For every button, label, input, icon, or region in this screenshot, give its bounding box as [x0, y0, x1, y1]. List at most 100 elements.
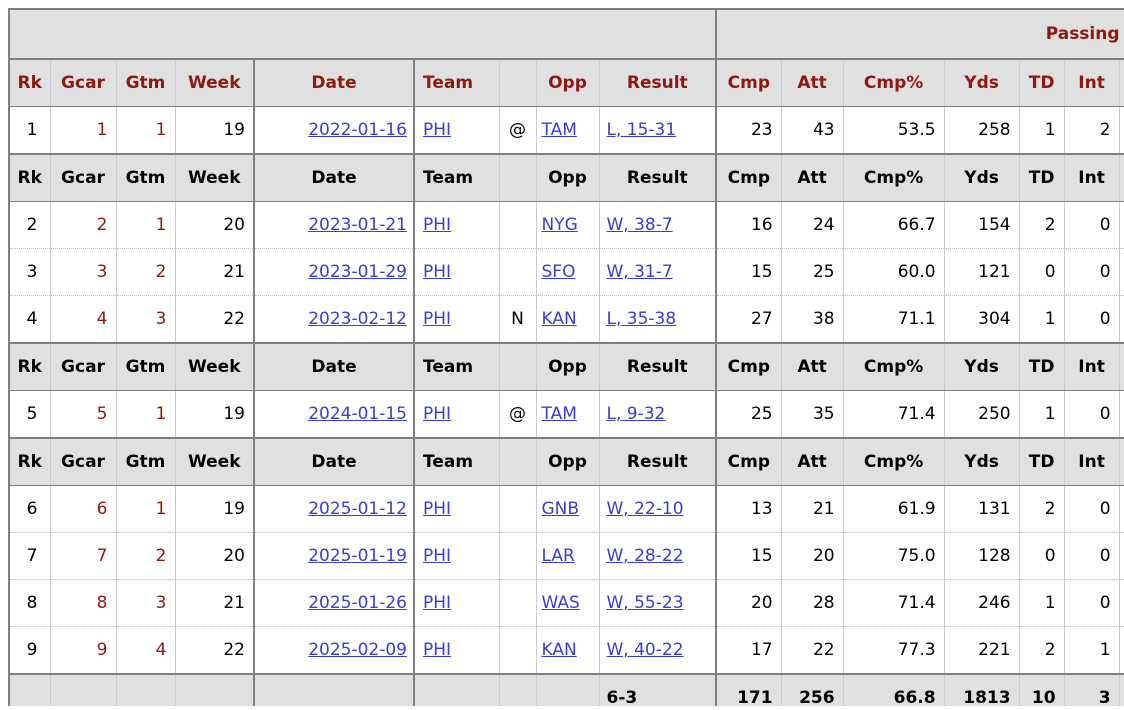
- opp-link[interactable]: SFO: [541, 262, 576, 282]
- opp-link[interactable]: WAS: [541, 593, 580, 613]
- col-header-team[interactable]: Team: [413, 58, 499, 107]
- cell-rk: 7: [8, 532, 50, 580]
- col-header-gtm: Gtm: [115, 342, 175, 391]
- col-header-gcar: Gcar: [49, 437, 116, 486]
- date-link[interactable]: 2022-01-16: [308, 120, 407, 140]
- col-header-loc[interactable]: [498, 58, 536, 107]
- result-link[interactable]: W, 22-10: [606, 499, 684, 519]
- result-link[interactable]: L, 9-32: [606, 404, 666, 424]
- result-link[interactable]: L, 35-38: [606, 309, 677, 329]
- team-link[interactable]: PHI: [423, 309, 452, 329]
- cell-cmp_pct: 71.1: [842, 295, 945, 343]
- result-link[interactable]: L, 15-31: [606, 120, 677, 140]
- opp-link[interactable]: NYG: [541, 215, 578, 235]
- cell-week: 20: [174, 532, 254, 580]
- cell-week: 21: [174, 579, 254, 627]
- cell-team: PHI: [413, 106, 499, 154]
- cell-att: 20: [780, 532, 844, 580]
- cell-date: 2023-01-21: [253, 201, 414, 249]
- team-link[interactable]: PHI: [423, 499, 452, 519]
- team-link[interactable]: PHI: [423, 404, 452, 424]
- team-link[interactable]: PHI: [423, 120, 452, 140]
- col-header-gtm[interactable]: Gtm: [115, 58, 175, 107]
- cell-int: 0: [1063, 390, 1120, 438]
- cell-gcar: 9: [49, 626, 116, 674]
- result-link[interactable]: W, 55-23: [606, 593, 684, 613]
- col-header-int[interactable]: Int: [1063, 58, 1120, 107]
- col-header-result[interactable]: Result: [598, 58, 717, 107]
- cell-gtm: 3: [115, 295, 175, 343]
- col-header-int: Int: [1063, 437, 1120, 486]
- col-header-loc: [498, 153, 536, 202]
- cell-team: PHI: [413, 390, 499, 438]
- date-link[interactable]: 2023-01-21: [308, 215, 407, 235]
- team-link[interactable]: PHI: [423, 215, 452, 235]
- col-header-opp[interactable]: Opp: [535, 58, 599, 107]
- col-header-rk[interactable]: Rk: [8, 58, 50, 107]
- date-link[interactable]: 2025-01-12: [308, 499, 407, 519]
- cell-date: 2025-01-26: [253, 579, 414, 627]
- cell-loc: [498, 626, 536, 674]
- cell-rk: 9: [8, 626, 50, 674]
- date-link[interactable]: 2023-02-12: [308, 309, 407, 329]
- cell-int: 0: [1063, 295, 1120, 343]
- result-link[interactable]: W, 38-7: [606, 215, 673, 235]
- result-link[interactable]: W, 28-22: [606, 546, 684, 566]
- col-header-date: Date: [253, 153, 414, 202]
- opp-link[interactable]: TAM: [541, 404, 577, 424]
- cell-cmp_pct: 71.4: [842, 390, 945, 438]
- cell-date: 2025-01-12: [253, 485, 414, 533]
- team-link[interactable]: PHI: [423, 546, 452, 566]
- cell-int: 0: [1063, 201, 1120, 249]
- date-link[interactable]: 2025-01-26: [308, 593, 407, 613]
- cell-gtm: 1: [115, 106, 175, 154]
- opp-link[interactable]: GNB: [541, 499, 580, 519]
- col-header-att: Att: [780, 153, 844, 202]
- cell-yds: 221: [943, 626, 1020, 674]
- cell-td: 0: [1018, 248, 1065, 296]
- cell-att: 24: [780, 201, 844, 249]
- cell-result: W, 38-7: [598, 201, 717, 249]
- cell-week: 22: [174, 295, 254, 343]
- team-link[interactable]: PHI: [423, 640, 452, 660]
- table-row: 3 3 2 21 2023-01-29 PHI SFO W, 31-7 15 25 60.0 121 0…: [8, 248, 1124, 296]
- table-row: 5 5 1 19 2024-01-15 PHI @ TAM L, 9-32 25 35 71.4 250…: [8, 390, 1124, 438]
- date-link[interactable]: 2023-01-29: [308, 262, 407, 282]
- cell-date: 2023-01-29: [253, 248, 414, 296]
- cell-opp: TAM: [535, 390, 599, 438]
- col-header-filler: [1118, 153, 1124, 202]
- opp-link[interactable]: TAM: [541, 120, 577, 140]
- col-header-yds[interactable]: Yds: [943, 58, 1020, 107]
- col-header-gcar[interactable]: Gcar: [49, 58, 116, 107]
- opp-link[interactable]: KAN: [541, 309, 577, 329]
- col-header-att[interactable]: Att: [780, 58, 844, 107]
- team-link[interactable]: PHI: [423, 593, 452, 613]
- date-link[interactable]: 2024-01-15: [308, 404, 407, 424]
- cell-gtm: 2: [115, 532, 175, 580]
- result-link[interactable]: W, 31-7: [606, 262, 673, 282]
- cell-week: 21: [174, 248, 254, 296]
- cell-gcar: 6: [49, 485, 116, 533]
- cell-cmp_pct: 75.0: [842, 532, 945, 580]
- cell-filler: [1118, 106, 1124, 154]
- opp-link[interactable]: KAN: [541, 640, 577, 660]
- col-header-result: Result: [598, 342, 717, 391]
- opp-link[interactable]: LAR: [541, 546, 575, 566]
- cell-td: 2: [1018, 485, 1065, 533]
- cell-result: W, 40-22: [598, 626, 717, 674]
- result-link[interactable]: W, 40-22: [606, 640, 684, 660]
- col-header-cmp_pct: Cmp%: [842, 437, 945, 486]
- date-link[interactable]: 2025-01-19: [308, 546, 407, 566]
- team-link[interactable]: PHI: [423, 262, 452, 282]
- cell-td: 1: [1018, 579, 1065, 627]
- cell-int: 0: [1063, 248, 1120, 296]
- date-link[interactable]: 2025-02-09: [308, 640, 407, 660]
- cell-opp: LAR: [535, 532, 599, 580]
- col-header-date[interactable]: Date: [253, 58, 414, 107]
- col-header-cmp_pct[interactable]: Cmp%: [842, 58, 945, 107]
- col-header-td[interactable]: TD: [1018, 58, 1065, 107]
- col-header-week[interactable]: Week: [174, 58, 254, 107]
- col-header-date: Date: [253, 437, 414, 486]
- col-header-opp: Opp: [535, 437, 599, 486]
- col-header-cmp[interactable]: Cmp: [715, 58, 782, 107]
